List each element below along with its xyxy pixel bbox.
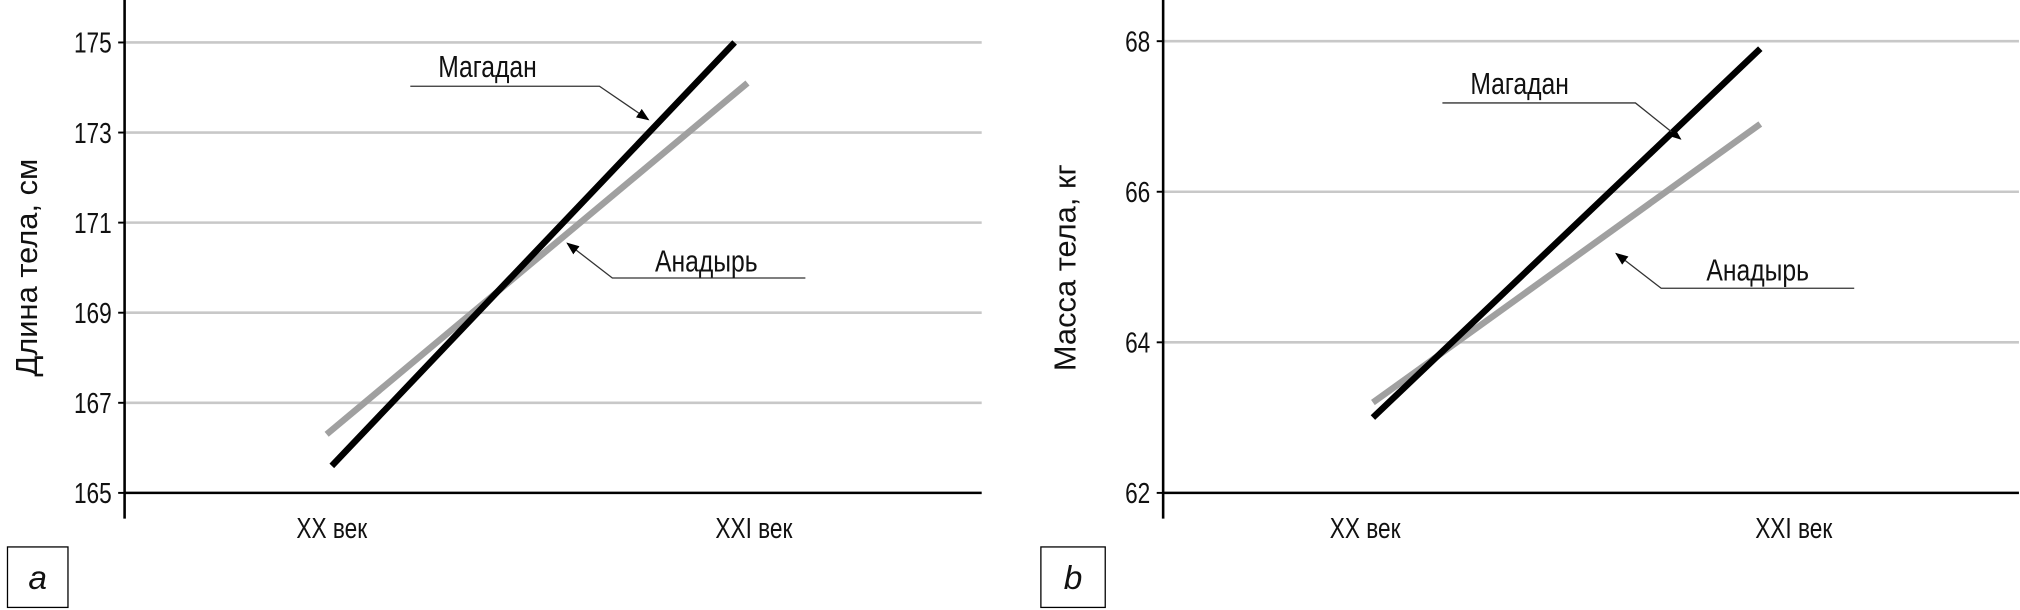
y-axis-label: Масса тела, кг: [1048, 164, 1083, 371]
annotation-leader: [410, 85, 650, 121]
panel-label-box: [1040, 546, 1106, 609]
x-tick-label: XX век: [296, 514, 367, 545]
annotation-leader: [1615, 252, 1855, 289]
series-line-anadyr: [324, 80, 750, 437]
series-line-magadan: [1370, 46, 1763, 420]
y-tick-label: 68: [1125, 27, 1150, 58]
panel-label-box: [6, 546, 69, 609]
y-tick-label: 62: [1125, 479, 1150, 510]
series-label: Анадырь: [655, 244, 758, 278]
panel-label: a: [28, 560, 47, 597]
y-tick-label: 64: [1125, 328, 1150, 359]
y-tick-label: 165: [74, 479, 112, 510]
x-tick-label: XX век: [1330, 514, 1401, 545]
annotation-leader: [1442, 102, 1682, 140]
series-line-magadan: [329, 40, 737, 469]
y-tick-label: 169: [74, 299, 112, 330]
y-tick-label: 173: [74, 119, 112, 150]
series-label: Анадырь: [1706, 253, 1809, 287]
y-tick-label: 175: [74, 28, 112, 59]
y-axis-label: Длина тела, см: [9, 159, 44, 377]
y-tick-label: 66: [1125, 178, 1150, 209]
y-tick-label: 171: [74, 209, 112, 240]
series-label: Магадан: [1470, 66, 1569, 100]
x-tick-label: XXI век: [715, 514, 793, 545]
series-label: Магадан: [438, 50, 537, 84]
annotation-leader: [566, 242, 806, 279]
x-tick-label: XXI век: [1755, 514, 1833, 545]
panel-label: b: [1064, 560, 1083, 597]
y-tick-label: 167: [74, 389, 112, 420]
